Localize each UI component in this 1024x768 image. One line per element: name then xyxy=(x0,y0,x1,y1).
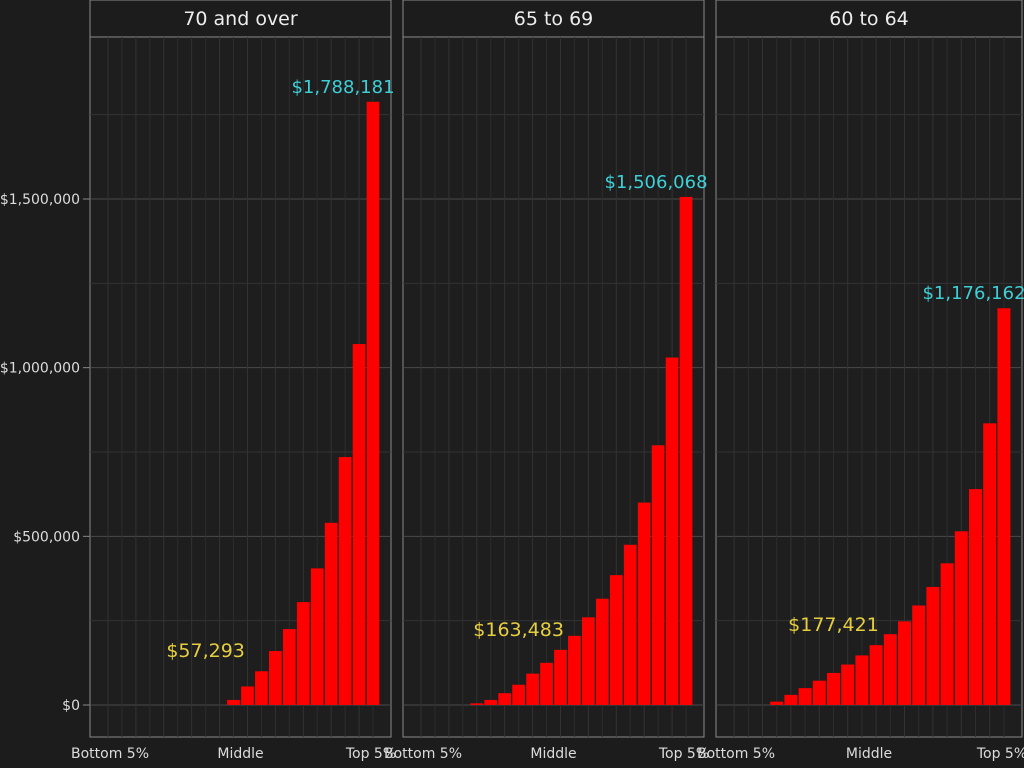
bar xyxy=(898,621,911,705)
bar xyxy=(568,635,581,705)
bar xyxy=(255,671,268,705)
x-tick-label: Bottom 5% xyxy=(697,746,775,762)
bar xyxy=(997,308,1011,705)
x-tick-label: Middle xyxy=(846,746,892,762)
bar xyxy=(926,586,940,705)
top-value-label: $1,176,162 xyxy=(922,283,1024,304)
bar xyxy=(498,693,512,705)
x-tick-label: Top 5% xyxy=(658,746,709,762)
bar xyxy=(637,502,651,705)
x-tick-label: Middle xyxy=(217,746,263,762)
bar xyxy=(310,568,324,705)
bar xyxy=(352,344,366,705)
bar xyxy=(366,101,380,706)
bar xyxy=(540,662,553,705)
y-tick-label: $1,500,000 xyxy=(0,192,80,208)
bar xyxy=(969,489,982,705)
bar xyxy=(282,629,296,705)
facet-strip-label: 60 to 64 xyxy=(829,8,909,30)
bar xyxy=(983,423,997,705)
bar xyxy=(855,655,869,705)
middle-value-label: $163,483 xyxy=(473,619,564,641)
bar xyxy=(623,544,637,705)
y-tick-label: $500,000 xyxy=(13,529,80,545)
bar xyxy=(784,694,798,705)
bar xyxy=(526,673,539,705)
bar xyxy=(484,699,498,705)
bar xyxy=(798,688,812,705)
bar xyxy=(470,703,484,705)
facet-strip-label: 65 to 69 xyxy=(514,8,594,30)
facet-strip xyxy=(715,0,1023,38)
middle-value-label: $57,293 xyxy=(166,640,245,662)
bar xyxy=(883,634,897,705)
x-tick-label: Top 5% xyxy=(345,746,396,762)
middle-value-label: $177,421 xyxy=(788,614,879,636)
bar xyxy=(665,357,679,705)
x-tick-label: Top 5% xyxy=(976,746,1024,762)
bar xyxy=(954,531,968,705)
bar xyxy=(679,196,693,705)
x-tick-label: Bottom 5% xyxy=(384,746,462,762)
x-tick-label: Middle xyxy=(530,746,576,762)
bar xyxy=(241,686,254,705)
x-tick-label: Bottom 5% xyxy=(71,746,149,762)
y-tick-label: $0 xyxy=(62,698,80,714)
bar xyxy=(324,522,338,705)
bar xyxy=(912,605,926,705)
top-value-label: $1,506,068 xyxy=(604,172,707,193)
bar xyxy=(582,617,595,705)
bar xyxy=(554,649,567,705)
top-value-label: $1,788,181 xyxy=(291,77,394,98)
bar xyxy=(651,445,665,705)
bar xyxy=(269,651,282,705)
bar xyxy=(770,701,784,705)
facet-strip-label: 70 and over xyxy=(183,8,298,30)
bar xyxy=(512,684,525,705)
bar xyxy=(595,598,609,705)
bar xyxy=(609,575,623,705)
bar xyxy=(841,664,855,705)
bar xyxy=(869,645,883,705)
bar xyxy=(940,563,954,705)
bar xyxy=(827,672,840,705)
y-tick-label: $1,000,000 xyxy=(0,361,80,377)
bar xyxy=(338,457,352,705)
bar xyxy=(296,602,310,705)
facet-strip xyxy=(89,0,392,38)
bar xyxy=(812,680,826,705)
bar xyxy=(227,699,240,705)
